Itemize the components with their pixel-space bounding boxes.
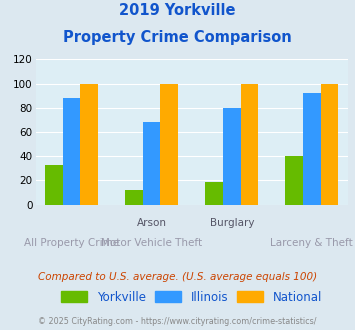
Bar xyxy=(80,83,98,205)
Text: All Property Crime: All Property Crime xyxy=(24,238,119,248)
Bar xyxy=(205,182,223,205)
Bar xyxy=(303,93,321,205)
Bar xyxy=(241,83,258,205)
Text: 2019 Yorkville: 2019 Yorkville xyxy=(119,3,236,18)
Bar xyxy=(125,190,143,205)
Text: Arson: Arson xyxy=(137,218,166,228)
Bar xyxy=(223,108,241,205)
Bar xyxy=(160,83,178,205)
Text: Property Crime Comparison: Property Crime Comparison xyxy=(63,30,292,45)
Text: © 2025 CityRating.com - https://www.cityrating.com/crime-statistics/: © 2025 CityRating.com - https://www.city… xyxy=(38,317,317,326)
Text: Motor Vehicle Theft: Motor Vehicle Theft xyxy=(101,238,202,248)
Legend: Yorkville, Illinois, National: Yorkville, Illinois, National xyxy=(56,286,327,309)
Bar xyxy=(45,165,63,205)
Text: Compared to U.S. average. (U.S. average equals 100): Compared to U.S. average. (U.S. average … xyxy=(38,272,317,282)
Bar xyxy=(285,156,303,205)
Bar xyxy=(143,122,160,205)
Bar xyxy=(321,83,338,205)
Bar xyxy=(63,98,80,205)
Text: Larceny & Theft: Larceny & Theft xyxy=(271,238,353,248)
Text: Burglary: Burglary xyxy=(209,218,254,228)
